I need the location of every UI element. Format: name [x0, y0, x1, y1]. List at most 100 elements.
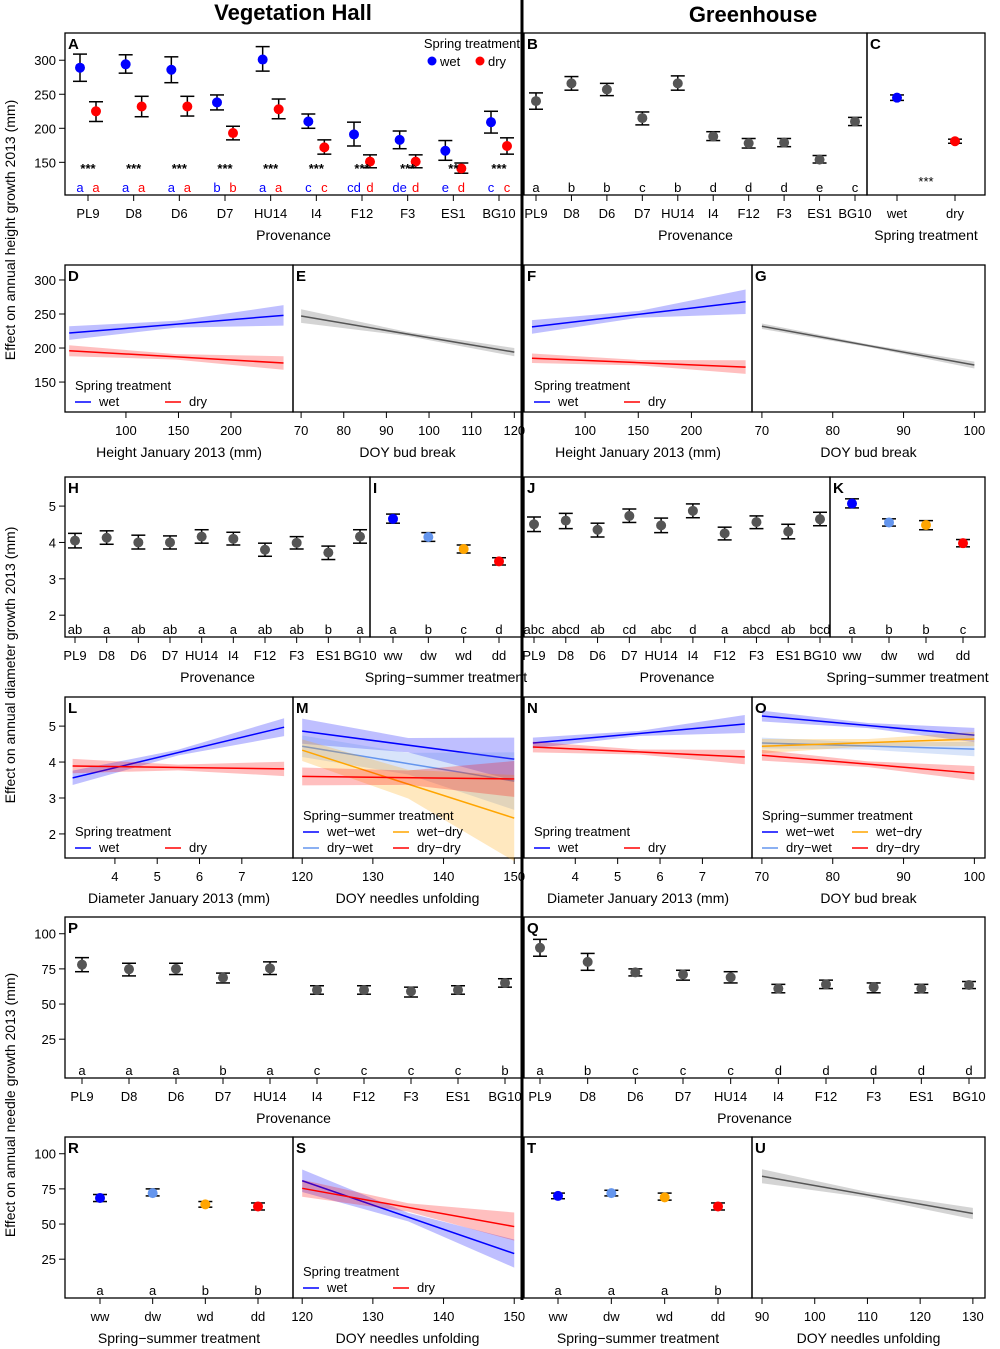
x-tick-label: F3	[749, 648, 764, 663]
significance-letter: ab	[131, 622, 145, 637]
x-tick-label: 80	[826, 869, 840, 884]
x-axis-label: Provenance	[717, 1110, 792, 1126]
data-point	[773, 983, 784, 994]
x-tick-label: D6	[627, 1089, 644, 1104]
significance-letter: ab	[163, 622, 177, 637]
regression-line-dry	[532, 746, 745, 758]
x-tick-label: dd	[251, 1309, 265, 1324]
legend-label: wet−wet	[785, 824, 834, 839]
x-tick-label: D8	[557, 648, 574, 663]
x-tick-label: 6	[656, 869, 663, 884]
data-point	[502, 140, 512, 151]
data-point	[253, 1201, 263, 1212]
data-point	[624, 510, 635, 521]
regression-line-dry-dry	[761, 754, 975, 774]
data-point	[171, 963, 181, 974]
panel-label: I	[373, 480, 377, 497]
x-tick-label: 90	[755, 1309, 769, 1324]
x-tick-label: HU14	[254, 206, 287, 221]
significance-letter: c	[960, 622, 967, 637]
x-tick-label: I4	[773, 1089, 784, 1104]
significance-letter: c	[488, 180, 495, 195]
legend-label: wet	[557, 394, 579, 409]
significance-letter: a	[92, 180, 100, 195]
data-point	[535, 942, 545, 953]
ylabel-diameter: Effect on annual diameter growth 2013 (m…	[2, 527, 18, 804]
regression-line-wet-dry	[761, 738, 975, 747]
panel-label: M	[296, 700, 309, 717]
data-point	[958, 538, 968, 549]
significance-letter: de	[392, 180, 406, 195]
significance-letter: a	[608, 1283, 616, 1298]
x-axis-label: Provenance	[180, 669, 255, 685]
x-axis-label: Height January 2013 (mm)	[555, 444, 721, 460]
legend-label: dry	[189, 840, 208, 855]
data-point	[601, 84, 612, 95]
significance-letter: a	[848, 622, 856, 637]
panel-Q: Q Provenance PL9 D8 D6 D7 HU14 I4 F12 F3 ES1 BG10 a b…	[523, 916, 986, 1126]
x-tick-label: D7	[217, 206, 234, 221]
significance-letter: a	[103, 622, 111, 637]
data-point	[847, 498, 857, 509]
data-point	[606, 1188, 617, 1199]
confidence-band-dry-dry	[761, 749, 975, 781]
panel-O: O DOY bud break 70 80 90 100 Spring−summer tre…	[751, 696, 986, 906]
panel-G: G DOY bud break 70 80 90 100	[751, 264, 986, 460]
panel-label: U	[755, 1140, 766, 1157]
regression-line-wet	[531, 301, 746, 328]
data-point	[821, 979, 831, 990]
significance-letter: d	[710, 180, 717, 195]
data-point	[166, 64, 177, 75]
panel-F: F Height January 2013 (mm) 100 150 200 Spring…	[523, 264, 753, 460]
x-tick-label: 120	[909, 1309, 931, 1324]
significance-letter: c	[455, 1063, 462, 1078]
x-tick-label: BG10	[803, 648, 836, 663]
data-point	[868, 982, 879, 993]
x-tick-label: 150	[503, 869, 525, 884]
significance-letter: a	[198, 622, 206, 637]
data-point	[637, 113, 648, 124]
data-point	[303, 116, 314, 127]
x-tick-label: F12	[351, 206, 373, 221]
legend-label: wet	[98, 394, 120, 409]
x-tick-label: D6	[599, 206, 616, 221]
confidence-band-dry	[532, 741, 745, 765]
regression-line-wet	[72, 726, 285, 779]
x-tick-label: D7	[215, 1089, 232, 1104]
legend-title: Spring treatment	[534, 824, 630, 839]
data-point	[265, 963, 275, 974]
legend-label: dry	[417, 1280, 436, 1295]
confidence-band-dry	[531, 353, 746, 374]
panel-label: Q	[527, 920, 539, 937]
significance-letter: b	[501, 1063, 508, 1078]
x-tick-label: F3	[403, 1089, 418, 1104]
x-tick-label: D7	[675, 1089, 692, 1104]
panel-frame	[64, 916, 523, 1079]
x-tick-label: ES1	[776, 648, 801, 663]
regression-line-dry	[72, 765, 285, 770]
x-tick-label: D8	[579, 1089, 596, 1104]
panel-H: H 2 3 4 5 Provenance PL9 D8 D6 D7 HU14 I4 F12 F3 ES1 BG…	[49, 476, 377, 685]
x-tick-label: BG10	[838, 206, 871, 221]
regression-line-dry-wet	[302, 745, 515, 782]
panel-label: F	[527, 268, 536, 285]
panel-N: N Diameter January 2013 (mm) 4 5 6 7 Spring tr…	[523, 696, 753, 906]
data-point	[630, 967, 641, 978]
significance-stars: ***	[172, 161, 188, 176]
significance-letter: c	[408, 1063, 415, 1078]
data-point	[260, 544, 270, 555]
significance-letter: b	[714, 1283, 721, 1298]
panel-frame	[866, 32, 986, 196]
panel-label: P	[68, 920, 78, 937]
significance-letter: d	[495, 622, 502, 637]
data-point	[410, 156, 421, 167]
x-tick-label: 100	[804, 1309, 826, 1324]
data-point	[182, 101, 193, 112]
x-tick-label: ww	[90, 1309, 110, 1324]
y-tick-label: 25	[42, 1032, 56, 1047]
x-axis-label: Spring−summer treatment	[826, 669, 988, 685]
significance-letter: d	[775, 1063, 782, 1078]
data-point	[355, 531, 365, 542]
panel-frame	[523, 32, 868, 196]
